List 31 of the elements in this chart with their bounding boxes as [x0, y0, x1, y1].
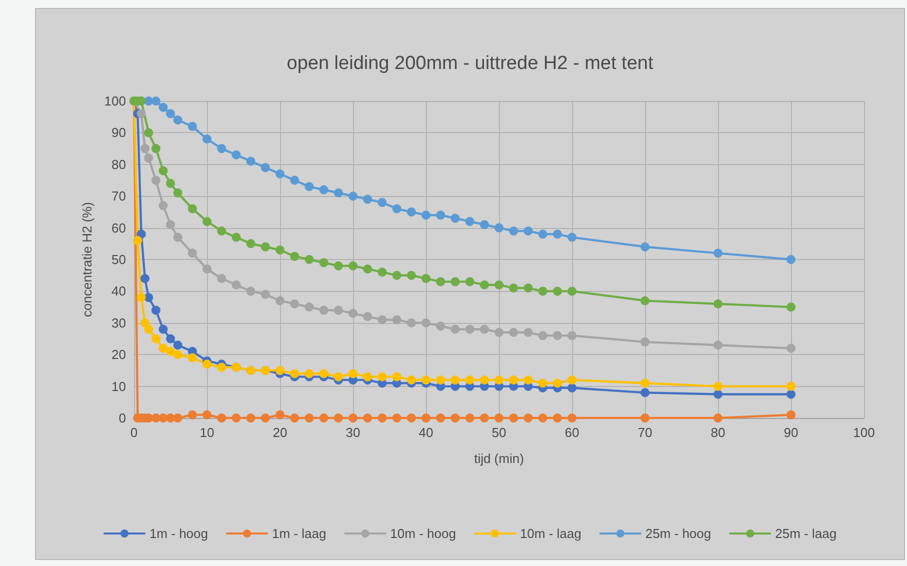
legend-label: 1m - laag — [272, 526, 326, 541]
x-tick-label: 30 — [346, 425, 360, 440]
y-tick-label: 100 — [104, 94, 126, 108]
x-tick-label: 40 — [418, 425, 434, 440]
x-tick-label: 70 — [638, 425, 652, 440]
x-tick-label: 20 — [272, 425, 288, 440]
chart-title: open leiding 200mm - uittrede H2 - met tent — [286, 53, 654, 74]
y-tick-label: 10 — [112, 378, 126, 394]
y-tick-label: 80 — [112, 156, 126, 172]
x-tick-label: 80 — [710, 425, 726, 440]
legend-label: 25m - laag — [775, 526, 837, 541]
legend-label: 10m - laag — [520, 526, 582, 541]
legend-label: 1m - hoog — [149, 526, 208, 541]
x-tick-label: 0 — [130, 425, 138, 440]
y-tick-label: 0 — [118, 410, 126, 426]
y-tick-label: 40 — [112, 284, 126, 299]
x-tick-label: 60 — [564, 425, 580, 440]
x-tick-label: 50 — [492, 425, 506, 440]
y-tick-label: 90 — [112, 125, 126, 140]
y-tick-label: 70 — [112, 188, 126, 204]
y-tick-label: 20 — [112, 347, 126, 362]
x-tick-label: 10 — [200, 425, 214, 440]
y-axis-title: concentratie H2 (%) — [79, 202, 94, 317]
legend-label: 10m - hoog — [390, 526, 456, 541]
x-tick-label: 100 — [853, 425, 875, 440]
x-axis-title: tijd (min) — [474, 451, 524, 466]
y-tick-label: 50 — [112, 252, 126, 267]
x-tick-label: 90 — [784, 425, 798, 440]
y-tick-label: 60 — [112, 220, 126, 236]
legend-label: 25m - hoog — [645, 526, 712, 541]
y-tick-label: 30 — [112, 315, 126, 330]
